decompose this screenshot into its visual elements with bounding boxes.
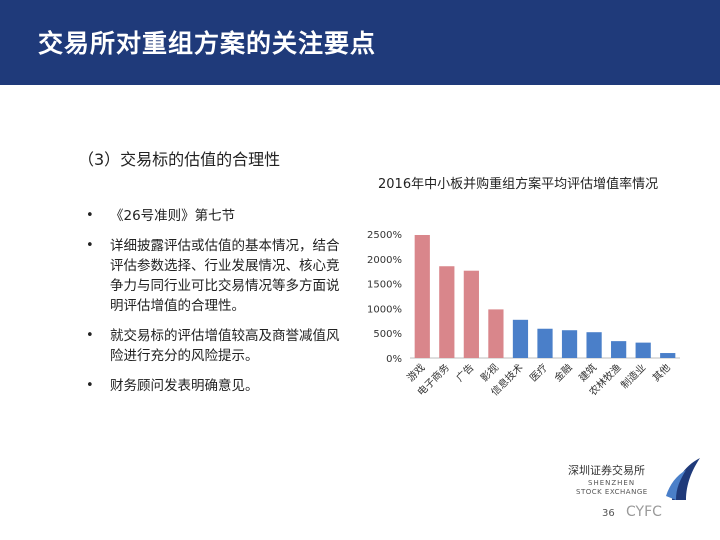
bar <box>586 332 602 358</box>
section-heading: （3）交易标的估值的合理性 <box>78 150 281 169</box>
bar <box>537 328 553 358</box>
bar <box>488 309 504 358</box>
x-tick-label: 其他 <box>650 361 673 384</box>
y-tick-label: 1500% <box>367 280 402 291</box>
bullet-marker: • <box>86 328 94 343</box>
bullet-item: • 财务顾问发表明确意见。 <box>82 376 352 396</box>
title-bar: 交易所对重组方案的关注要点 <box>0 0 720 85</box>
bar <box>439 266 455 358</box>
bullet-item: • 详细披露评估或估值的基本情况，结合评估参数选择、行业发展情况、核心竞争力与同行… <box>82 236 352 316</box>
bullet-text: 详细披露评估或估值的基本情况，结合评估参数选择、行业发展情况、核心竞争力与同行业… <box>110 238 340 314</box>
bullet-text: 就交易标的评估增值较高及商誉减值风险进行充分的风险提示。 <box>110 328 340 364</box>
bar <box>561 330 578 358</box>
bullet-marker: • <box>86 238 94 253</box>
x-tick-label: 影视 <box>478 361 501 384</box>
y-tick-label: 2000% <box>367 255 402 266</box>
x-tick-label: 广告 <box>453 361 476 384</box>
bar <box>660 353 676 358</box>
bar <box>512 319 529 358</box>
bar <box>635 342 651 358</box>
x-tick-label: 医疗 <box>527 361 550 384</box>
slide-title: 交易所对重组方案的关注要点 <box>38 29 377 58</box>
page-number: 36 <box>602 508 615 519</box>
watermark-text: CYFC <box>626 504 662 520</box>
x-tick-label: 建筑 <box>576 361 599 384</box>
bullet-marker: • <box>86 378 94 393</box>
bar <box>463 270 479 358</box>
chart-title: 2016年中小板并购重组方案平均评估增值率情况 <box>378 177 659 192</box>
y-tick-label: 0% <box>386 354 402 365</box>
bullet-item: • 《26号准则》第七节 <box>82 206 352 226</box>
bullet-text: 财务顾问发表明确意见。 <box>110 378 259 394</box>
x-tick-label: 制造业 <box>618 361 648 391</box>
bar <box>414 234 430 358</box>
y-tick-label: 2500% <box>367 230 402 241</box>
logo-text-cn: 深圳证券交易所 <box>568 464 645 477</box>
bullet-list: • 《26号准则》第七节 • 详细披露评估或估值的基本情况，结合评估参数选择、行业发… <box>82 206 352 406</box>
szse-logo: 深圳证券交易所 SHENZHEN STOCK EXCHANGE <box>568 456 708 506</box>
bullet-text: 《26号准则》第七节 <box>110 208 236 224</box>
logo-text-en: STOCK EXCHANGE <box>576 488 648 496</box>
bar <box>611 341 627 358</box>
bullet-item: • 就交易标的评估增值较高及商誉减值风险进行充分的风险提示。 <box>82 326 352 366</box>
x-tick-label: 游戏 <box>404 361 427 384</box>
bullet-marker: • <box>86 208 94 223</box>
y-tick-label: 500% <box>373 329 402 340</box>
y-tick-label: 1000% <box>367 304 402 315</box>
x-tick-label: 金融 <box>551 361 574 384</box>
logo-text-en: SHENZHEN <box>588 479 636 487</box>
szse-emblem-icon <box>666 458 700 500</box>
